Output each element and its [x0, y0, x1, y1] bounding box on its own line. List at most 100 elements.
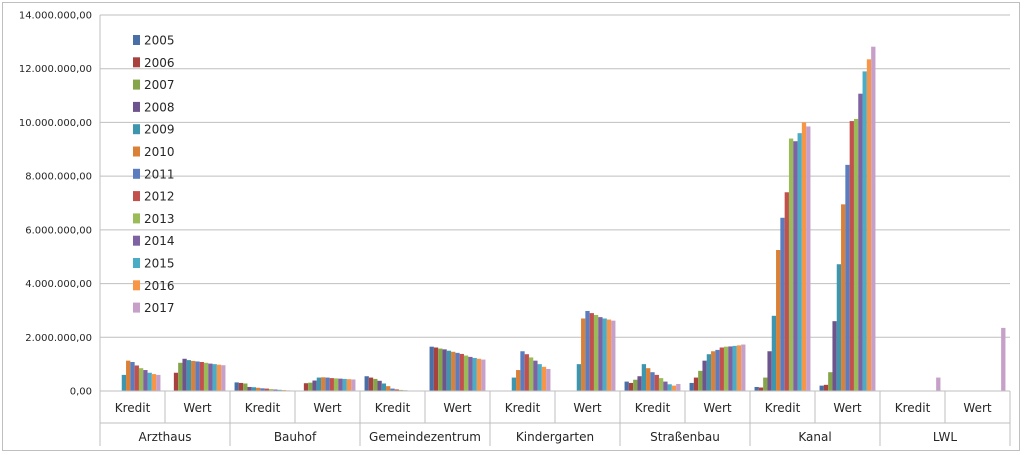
bar: [702, 360, 707, 391]
legend-swatch: [133, 191, 140, 202]
bar: [537, 364, 542, 391]
bar: [658, 378, 664, 391]
bar: [377, 380, 382, 391]
bar: [671, 385, 677, 391]
bar: [819, 385, 824, 391]
bar: [216, 364, 222, 391]
bar: [858, 93, 863, 391]
legend-entry: 2015: [144, 257, 175, 271]
bar: [663, 381, 668, 391]
bar: [637, 376, 642, 391]
bar: [325, 377, 330, 391]
bar: [871, 46, 876, 391]
bar: [758, 387, 764, 391]
bar: [247, 386, 252, 391]
bar: [195, 361, 200, 391]
legend-swatch: [133, 124, 140, 135]
bar: [398, 389, 404, 391]
bar: [173, 372, 179, 391]
bar: [476, 358, 482, 391]
bar: [333, 378, 339, 391]
bar: [667, 384, 672, 391]
bar: [390, 388, 395, 391]
legend-entry: 2011: [144, 167, 175, 181]
bar: [321, 377, 326, 391]
bar: [1001, 327, 1006, 391]
bar: [793, 141, 798, 391]
bar: [862, 71, 867, 392]
bar: [650, 372, 655, 391]
bar: [368, 377, 374, 391]
bar: [459, 353, 464, 391]
bar: [589, 313, 594, 391]
bar: [546, 368, 551, 391]
group-label: LWL: [933, 430, 957, 444]
bar: [442, 349, 447, 391]
y-tick-label: 12.000.000,00: [19, 64, 92, 75]
category-label: Kredit: [115, 401, 151, 415]
group-label: Kindergarten: [516, 430, 594, 444]
bar: [698, 370, 703, 391]
legend-swatch: [133, 57, 140, 68]
bar: [373, 378, 378, 391]
bar: [767, 351, 772, 391]
bar: [182, 358, 187, 391]
bar: [386, 386, 391, 391]
legend-entry: 2008: [144, 100, 175, 114]
y-axis: 0,00 2.000.000,00 4.000.000,00 6.000.000,00…: [19, 11, 101, 398]
bar: [351, 379, 356, 391]
category-label: Kredit: [895, 401, 931, 415]
group-label: Gemeindezentrum: [369, 430, 481, 444]
category-label: Kredit: [375, 401, 411, 415]
bar: [208, 363, 213, 391]
bar: [585, 310, 590, 391]
bar: [732, 345, 737, 391]
bar: [728, 346, 733, 391]
y-tick-label: 2.000.000,00: [25, 333, 92, 344]
bar: [221, 365, 226, 391]
bar: [178, 362, 183, 391]
bar: [468, 356, 473, 391]
bar: [641, 364, 647, 391]
bar: [455, 352, 460, 391]
bar: [624, 381, 629, 391]
legend-swatch: [133, 258, 140, 268]
bar: [433, 347, 439, 391]
category-label: Kredit: [245, 401, 281, 415]
bar: [936, 377, 941, 391]
bar: [238, 382, 244, 391]
bar: [823, 384, 829, 391]
legend-swatch: [133, 213, 140, 224]
bar: [191, 360, 196, 391]
bar: [763, 377, 768, 391]
bar: [689, 382, 694, 391]
bar: [723, 346, 729, 391]
bar: [203, 362, 209, 391]
category-label: Wert: [183, 401, 211, 415]
bar: [784, 192, 789, 391]
bar: [801, 122, 807, 391]
bar: [138, 368, 144, 391]
bar: [126, 360, 131, 391]
legend-swatch: [133, 79, 140, 90]
bar: [308, 382, 313, 391]
bar: [611, 320, 616, 391]
bar: [251, 387, 257, 391]
bar: [654, 374, 659, 391]
bar: [143, 370, 148, 391]
bars: [121, 46, 1006, 392]
bar: [394, 389, 399, 391]
bar: [186, 360, 192, 391]
bar: [797, 133, 802, 391]
y-tick-label: 8.000.000,00: [25, 172, 92, 183]
category-label: Wert: [443, 401, 471, 415]
bar: [312, 380, 317, 391]
bar: [511, 377, 517, 391]
bar: [853, 118, 859, 392]
bar: [693, 377, 699, 391]
category-label: Kredit: [765, 401, 801, 415]
legend-swatch: [133, 35, 140, 45]
category-label: Kredit: [505, 401, 541, 415]
bar: [845, 164, 850, 391]
